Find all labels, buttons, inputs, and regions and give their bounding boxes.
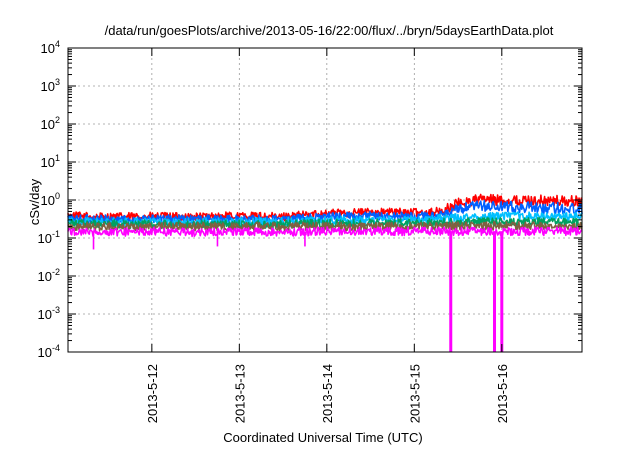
y-tick-label: 101: [41, 153, 60, 170]
y-tick-label: 100: [41, 191, 60, 208]
y-tick-label-base: 10: [41, 193, 55, 208]
y-tick-label-exponent: -2: [52, 267, 60, 277]
y-tick-label-base: 10: [41, 117, 55, 132]
chart-title: /data/run/goesPlots/archive/2013-05-16/2…: [105, 23, 554, 38]
data-series: [67, 193, 583, 352]
y-tick-label-exponent: 0: [55, 191, 60, 201]
y-tick-label: 10-2: [38, 267, 60, 284]
grid-lines: [68, 48, 582, 352]
y-tick-label-exponent: 1: [55, 153, 60, 163]
y-tick-label-base: 10: [38, 307, 52, 322]
x-tick-label: 2013-5-15: [407, 364, 422, 423]
x-tick-label: 2013-5-14: [320, 364, 335, 423]
x-tick-label: 2013-5-13: [232, 364, 247, 423]
x-tick-label: 2013-5-16: [495, 364, 510, 423]
y-tick-label-exponent: 4: [55, 39, 60, 49]
y-tick-label-exponent: -4: [52, 343, 60, 353]
y-tick-label: 10-3: [38, 305, 60, 322]
y-tick-label-base: 10: [38, 345, 52, 360]
y-tick-label: 104: [41, 39, 60, 56]
x-tick-label: 2013-5-12: [145, 364, 160, 423]
y-tick-label: 103: [41, 77, 60, 94]
y-tick-label: 10-1: [38, 229, 60, 246]
y-tick-label: 10-4: [38, 343, 60, 360]
series-line: [67, 211, 583, 228]
x-axis-label: Coordinated Universal Time (UTC): [223, 430, 422, 445]
y-tick-label-exponent: -1: [52, 229, 60, 239]
y-tick-label-base: 10: [41, 155, 55, 170]
y-tick-label: 102: [41, 115, 60, 132]
y-axis-label: cSv/day: [27, 178, 42, 225]
y-tick-label-base: 10: [38, 269, 52, 284]
y-tick-label-base: 10: [41, 41, 55, 56]
axis-ticks: 10-410-310-210-11001011021031042013-5-12…: [38, 39, 582, 423]
y-tick-label-base: 10: [38, 231, 52, 246]
y-tick-label-exponent: 2: [55, 115, 60, 125]
y-tick-label-base: 10: [41, 79, 55, 94]
y-tick-label-exponent: 3: [55, 77, 60, 87]
y-tick-label-exponent: -3: [52, 305, 60, 315]
series-line: [67, 226, 583, 238]
